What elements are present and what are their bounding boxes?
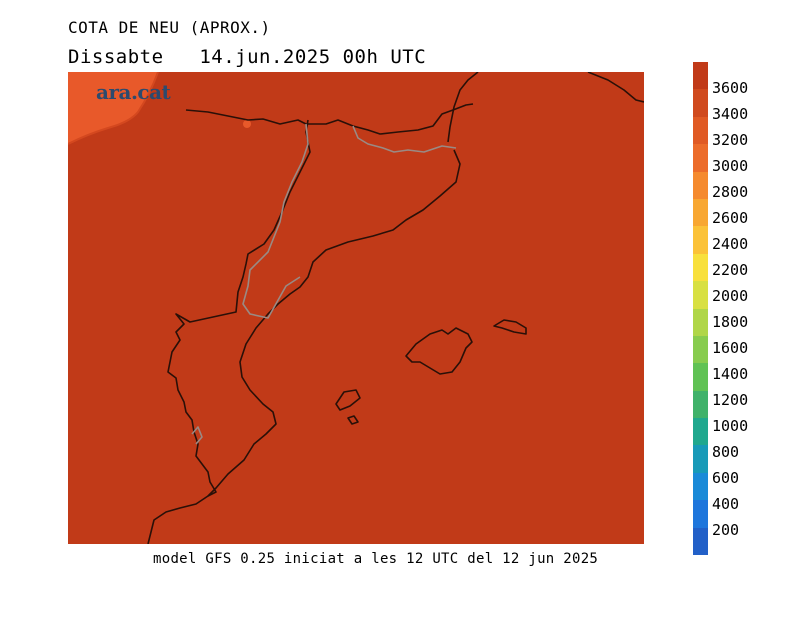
snow-level-field [68,72,644,544]
colorbar-segment [693,144,708,173]
france-coast-east [587,72,644,103]
higher-level-edge [68,72,159,145]
andorra-border [352,125,457,153]
formentera-coast [347,415,359,425]
colorbar-segment [693,335,708,364]
colorbar-segment [693,281,708,309]
menorca-coast [493,319,527,335]
france-border [185,103,474,135]
colorbar-tick-label: 3400 [712,105,749,123]
colorbar-segment [693,226,708,255]
snow-level-map [68,72,644,544]
higher-level-spot [243,120,251,128]
colorbar-segment [693,527,708,556]
colorbar-segment [693,445,708,474]
colorbar-tick-label: 2400 [712,235,749,253]
model-info: model GFS 0.25 iniciat a les 12 UTC del … [153,551,599,567]
map-title: COTA DE NEU (APROX.) [68,18,271,37]
colorbar-tick-label: 1600 [712,339,749,357]
colorbar-tick-label: 600 [712,469,740,487]
colorbar-tick-label: 3200 [712,131,749,149]
colorbar-segment [693,418,708,446]
colorbar-tick-label: 3600 [712,79,749,97]
map-date: Dissabte 14.jun.2025 00h UTC [68,46,427,68]
colorbar-tick-label: 3000 [712,157,749,175]
colorbar-tick-label: 2200 [712,261,749,279]
colorbar-tick-label: 1400 [712,365,749,383]
colorbar-segment [693,363,708,392]
colorbar-segment [693,390,708,419]
colorbar-tick-label: 2000 [712,287,749,305]
colorbar-tick-label: 800 [712,443,740,461]
colorbar-segment [693,89,708,118]
colorbar-tick-label: 1000 [712,417,749,435]
colorbar-tick-label: 2800 [712,183,749,201]
inland-border [167,119,311,497]
colorbar-tick-label: 200 [712,521,740,539]
higher-level-area [68,72,158,144]
colorbar-segment [693,308,708,337]
eivissa-coast [335,389,361,411]
mallorca-coast [405,327,473,375]
mediterranean-coast [147,149,461,544]
colorbar-segment [693,472,708,501]
colorbar-segment [693,253,708,282]
ara-cat-logo: ara.cat [96,80,171,104]
france-coast [447,72,479,143]
colorbar-segment [693,171,708,200]
colorbar-segment [693,62,708,90]
colorbar-tick-label: 1200 [712,391,749,409]
colorbar-tick-label: 400 [712,495,740,513]
colorbar-segment [693,500,708,529]
colorbar-segment [693,198,708,227]
colorbar [693,62,708,556]
colorbar-tick-label: 1800 [712,313,749,331]
valencia-internal-border [191,426,203,445]
colorbar-tick-label: 2600 [712,209,749,227]
catalonia-border [242,123,309,319]
colorbar-segment [693,116,708,145]
